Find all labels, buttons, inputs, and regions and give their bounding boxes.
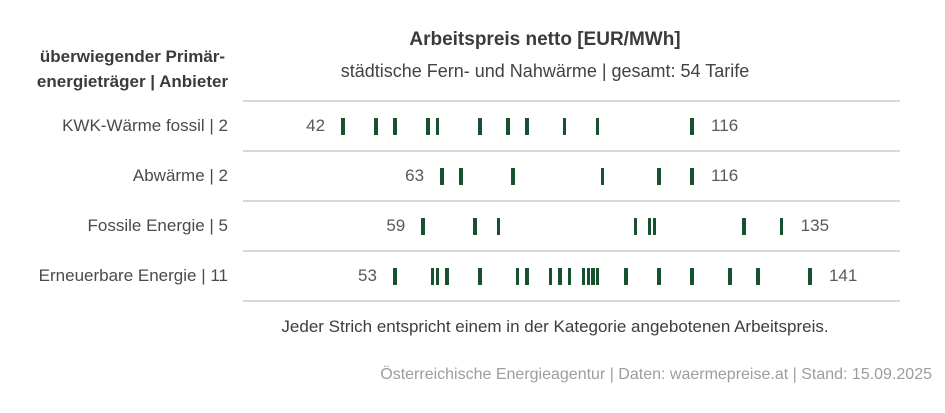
min-value-label: 53 bbox=[358, 266, 377, 285]
row-separator-line bbox=[243, 250, 900, 252]
min-value-label: 63 bbox=[405, 166, 425, 185]
price-tick-mark bbox=[657, 167, 661, 185]
price-tick-mark bbox=[435, 117, 440, 135]
price-tick-mark bbox=[558, 267, 562, 285]
max-value-label: 141 bbox=[828, 266, 858, 285]
category-label: Erneuerbare Energie | 11 bbox=[38, 266, 228, 285]
row-separator-line bbox=[243, 200, 900, 202]
price-tick-mark bbox=[647, 217, 652, 235]
price-tick-mark bbox=[440, 167, 444, 185]
max-value-label: 116 bbox=[711, 116, 739, 135]
price-tick-mark bbox=[633, 217, 638, 235]
price-tick-mark bbox=[586, 267, 591, 285]
price-tick-mark bbox=[459, 167, 463, 185]
price-tick-mark bbox=[600, 167, 605, 185]
price-tick-mark bbox=[581, 267, 586, 285]
price-tick-mark bbox=[426, 117, 430, 135]
price-tick-mark bbox=[690, 267, 694, 285]
price-tick-mark bbox=[756, 267, 760, 285]
row-axis-title: überwiegender Primär- energieträger | An… bbox=[15, 44, 250, 94]
category-label: Fossile Energie | 5 bbox=[87, 216, 228, 235]
max-value-label: 135 bbox=[800, 216, 830, 235]
row-separator-line bbox=[243, 100, 900, 102]
price-tick-mark bbox=[421, 217, 425, 235]
row-separator-line bbox=[243, 150, 900, 152]
min-value-label: 42 bbox=[306, 116, 326, 135]
max-value-label: 116 bbox=[711, 166, 739, 185]
price-tick-mark bbox=[728, 267, 732, 285]
price-tick-mark bbox=[657, 267, 661, 285]
price-tick-mark bbox=[430, 267, 435, 285]
price-tick-mark bbox=[548, 267, 553, 285]
price-tick-mark bbox=[525, 117, 529, 135]
row-axis-title-line2: energieträger | Anbieter bbox=[36, 72, 229, 91]
price-tick-mark bbox=[742, 217, 746, 235]
price-tick-mark bbox=[435, 267, 440, 285]
price-tick-mark bbox=[567, 267, 572, 285]
chart-title: Arbeitspreis netto [EUR/MWh] bbox=[409, 29, 681, 50]
price-tick-mark bbox=[341, 117, 345, 135]
source-credit: Österreichische Energieagentur | Daten: … bbox=[380, 366, 932, 383]
price-tick-mark bbox=[393, 267, 397, 285]
price-tick-mark bbox=[515, 267, 520, 285]
price-tick-mark bbox=[525, 267, 529, 285]
row-separator-line bbox=[243, 300, 900, 302]
row-axis-title-line1: überwiegender Primär- bbox=[39, 47, 226, 66]
price-tick-mark bbox=[624, 267, 628, 285]
price-tick-mark bbox=[690, 117, 694, 135]
category-label: KWK-Wärme fossil | 2 bbox=[62, 116, 228, 135]
price-tick-mark bbox=[478, 117, 482, 135]
price-tick-mark bbox=[496, 217, 501, 235]
price-tick-mark bbox=[595, 267, 600, 285]
price-tick-mark bbox=[808, 267, 812, 285]
price-tick-mark bbox=[445, 267, 449, 285]
price-tick-mark bbox=[562, 117, 567, 135]
price-tick-mark bbox=[595, 117, 600, 135]
price-tick-mark bbox=[374, 117, 378, 135]
price-tick-mark bbox=[511, 167, 515, 185]
category-label: Abwärme | 2 bbox=[132, 166, 228, 185]
price-tick-mark bbox=[690, 167, 694, 185]
price-tick-mark bbox=[506, 117, 510, 135]
price-tick-mark bbox=[473, 217, 477, 235]
price-tick-mark bbox=[478, 267, 482, 285]
chart-subtitle: städtische Fern- und Nahwärme | gesamt: … bbox=[340, 61, 750, 81]
price-tick-mark bbox=[779, 217, 784, 235]
caption: Jeder Strich entspricht einem in der Kat… bbox=[281, 317, 829, 336]
price-tick-mark bbox=[393, 117, 397, 135]
price-tick-mark bbox=[591, 267, 595, 285]
min-value-label: 59 bbox=[386, 216, 406, 235]
price-tick-mark bbox=[652, 217, 657, 235]
